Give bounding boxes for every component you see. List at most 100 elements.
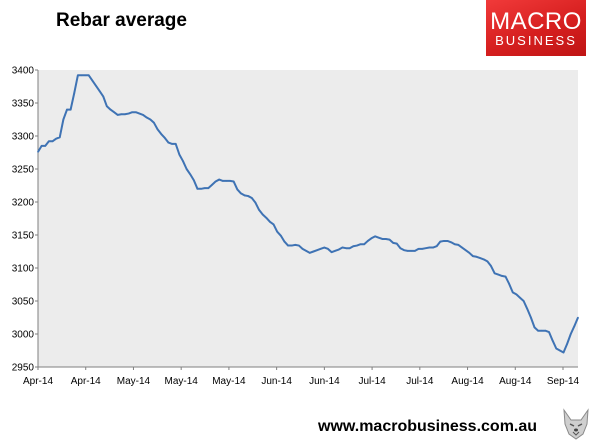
data-point — [109, 108, 112, 111]
data-point — [73, 92, 76, 94]
data-point — [269, 221, 271, 223]
data-point — [341, 246, 344, 249]
data-point — [486, 260, 489, 263]
data-point — [428, 246, 431, 249]
data-point — [135, 111, 137, 114]
data-point — [153, 122, 155, 124]
data-point — [149, 118, 152, 121]
data-point — [62, 118, 65, 121]
data-point — [211, 184, 213, 186]
data-point — [156, 128, 159, 131]
data-point — [247, 195, 249, 197]
x-tick-label: Apr-14 — [23, 376, 53, 387]
data-point — [497, 273, 500, 276]
data-point — [450, 241, 452, 244]
data-point — [526, 308, 529, 310]
data-point — [236, 188, 239, 191]
data-point — [338, 248, 340, 251]
data-point — [439, 240, 442, 243]
data-point — [475, 255, 478, 258]
data-point — [472, 255, 474, 257]
data-point — [58, 136, 61, 139]
data-point — [276, 230, 278, 233]
data-point — [363, 243, 365, 246]
y-tick-label: 3050 — [12, 297, 35, 308]
data-point — [377, 236, 380, 239]
data-point — [519, 296, 521, 299]
data-point — [243, 194, 246, 197]
data-point — [102, 95, 105, 98]
x-tick-label: Apr-14 — [71, 376, 101, 387]
data-point — [40, 145, 43, 147]
data-point — [559, 349, 561, 352]
data-point — [403, 249, 405, 251]
data-point — [392, 242, 394, 244]
data-point — [113, 111, 115, 114]
data-point — [367, 240, 369, 242]
data-point — [290, 244, 293, 247]
data-point — [44, 145, 47, 147]
footer-url: www.macrobusiness.com.au — [318, 418, 538, 435]
data-point — [330, 251, 333, 253]
data-point — [138, 112, 141, 115]
chart-title: Rebar average — [56, 10, 187, 31]
data-point — [515, 293, 518, 296]
data-point — [374, 235, 376, 238]
x-tick-label: Jul-14 — [358, 376, 386, 387]
data-point — [530, 316, 532, 319]
y-tick-label: 3100 — [12, 264, 35, 275]
data-point — [214, 180, 217, 183]
data-point — [562, 351, 565, 354]
data-point — [225, 180, 228, 182]
data-point — [131, 111, 134, 114]
x-axis-ticks: Apr-14 Apr-14 May-14 May-14 May-14 Jun-14 Jun-… — [23, 367, 580, 387]
data-point — [446, 240, 449, 242]
data-point — [464, 249, 467, 251]
data-point — [91, 79, 94, 82]
data-point — [327, 248, 329, 250]
data-point — [283, 240, 286, 243]
data-point — [522, 300, 525, 302]
data-point — [48, 140, 50, 143]
data-point — [548, 331, 550, 333]
data-point — [490, 265, 492, 267]
x-tick-label: Jul-14 — [406, 376, 434, 387]
data-point — [305, 250, 307, 252]
data-point — [468, 252, 471, 254]
data-point — [573, 325, 576, 327]
data-point — [555, 347, 558, 350]
data-point — [417, 248, 420, 250]
data-point — [182, 160, 184, 162]
data-point — [106, 105, 108, 108]
data-point — [544, 329, 547, 332]
data-point — [551, 339, 554, 342]
data-point — [55, 137, 57, 140]
plot-area — [38, 70, 578, 367]
data-point — [207, 187, 210, 189]
data-point — [479, 257, 481, 259]
wolf-icon — [563, 408, 589, 440]
data-point — [272, 223, 275, 226]
data-point — [435, 245, 438, 248]
data-point — [348, 247, 351, 249]
data-point — [501, 275, 503, 277]
data-point — [370, 237, 373, 240]
data-point — [222, 180, 224, 182]
data-point — [298, 244, 300, 247]
y-tick-label: 3150 — [12, 231, 35, 242]
data-point — [356, 244, 358, 247]
data-point — [461, 246, 463, 249]
data-point — [218, 178, 221, 181]
data-point — [399, 247, 402, 249]
data-point — [359, 243, 362, 246]
data-point — [406, 250, 409, 252]
macrobusiness-logo: MACRO BUSINESS — [486, 0, 586, 56]
data-point — [323, 246, 326, 249]
data-point — [294, 244, 297, 246]
data-point — [424, 247, 427, 249]
data-point — [116, 114, 119, 116]
data-point — [312, 250, 315, 253]
y-axis-ticks: 2950 3000 3050 3100 3150 3200 3250 3300 3350 3400 — [12, 66, 38, 374]
data-point — [287, 244, 289, 247]
data-point — [203, 187, 206, 189]
